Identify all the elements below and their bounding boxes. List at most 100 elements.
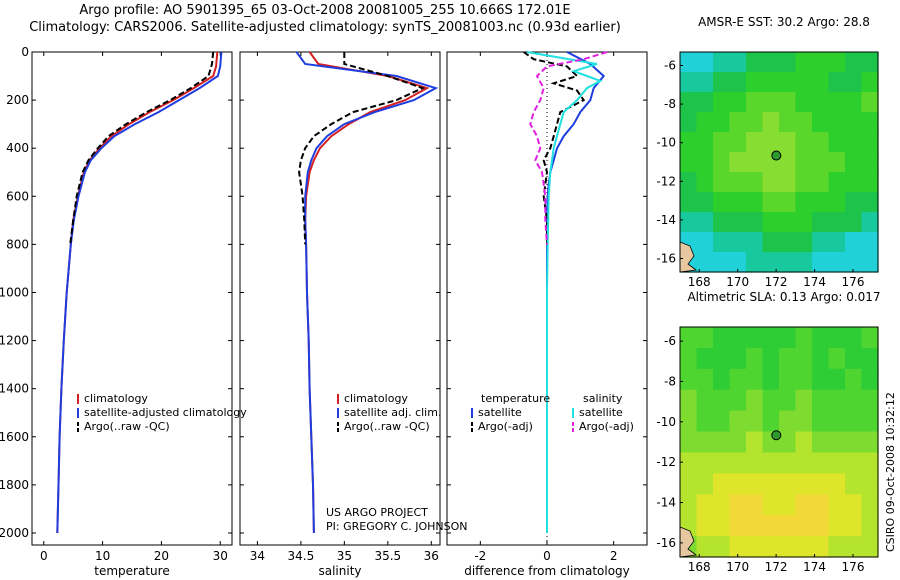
temperature-legend-2-label: Argo(..raw -QC) — [84, 420, 170, 433]
sla-map-cell — [713, 431, 731, 453]
sla-map-cell — [680, 473, 698, 495]
temperature-profile-xtick-label: 10 — [95, 549, 110, 563]
sst-map-cell — [845, 132, 863, 153]
temperature-profile-ytick-label: 600 — [6, 189, 29, 203]
sst-map-cell — [696, 192, 714, 213]
sla-map-cell — [696, 327, 714, 349]
sla-map-cell — [713, 327, 731, 349]
sla-map-cell — [729, 368, 747, 391]
sla-map-cell — [762, 347, 780, 370]
sst-map-cell — [746, 72, 764, 93]
sla-map-cell — [845, 327, 863, 349]
sla-map-cell — [861, 494, 879, 516]
sst-map-cell — [828, 192, 846, 213]
temperature-profile-xlabel: temperature — [94, 564, 169, 578]
sla-map-cell — [729, 431, 747, 453]
sst-map-ytick-label: -6 — [664, 59, 676, 73]
sst-map-cell — [845, 152, 863, 173]
sst-map-cell — [729, 232, 747, 253]
sla-map-cell — [828, 431, 846, 453]
sla-map-cell — [812, 327, 830, 349]
sla-map-cell — [812, 536, 830, 558]
sla-map-cell — [762, 473, 780, 495]
sla-map-cell — [713, 473, 731, 495]
sla-map-cell — [746, 327, 764, 349]
difference-profile-xlabel: difference from climatology — [464, 564, 630, 578]
difference-profile-xtick-label: 0 — [543, 549, 551, 563]
sla-map-cell — [696, 536, 714, 558]
sla-map-title: Altimetric SLA: 0.13 Argo: 0.017 — [687, 290, 880, 304]
sst-map-cell — [729, 252, 747, 273]
sla-map-cell — [729, 347, 747, 370]
sla-map-cell — [828, 515, 846, 537]
sst-map-xtick-label: 170 — [726, 275, 749, 289]
sla-map-cell — [713, 389, 731, 412]
sst-map-cell — [762, 112, 780, 133]
sst-map-cell — [779, 172, 797, 193]
sst-map-xtick-label: 174 — [803, 275, 826, 289]
sla-map-ytick-label: -6 — [664, 334, 676, 348]
sst-map-xtick-label: 172 — [765, 275, 788, 289]
difference-profile-series-salinity-argo-adj- — [529, 51, 608, 245]
sst-map-cell — [779, 112, 797, 133]
sla-map-cell — [729, 536, 747, 558]
sst-map-cell — [713, 172, 731, 193]
sla-map-cell — [746, 536, 764, 558]
sla-map-cell — [812, 452, 830, 474]
sst-map-cell — [746, 52, 764, 73]
sla-map-cell — [680, 389, 698, 412]
chart-title-line2: Climatology: CARS2006. Satellite-adjuste… — [29, 20, 621, 35]
sst-map-cell — [779, 192, 797, 213]
sst-map-cell — [696, 232, 714, 253]
sst-map-cell — [696, 132, 714, 153]
sst-map-cell — [729, 212, 747, 233]
sla-map-cell — [696, 410, 714, 433]
sst-map-cell — [696, 112, 714, 133]
sla-map-cell — [795, 536, 813, 558]
sst-map-cell — [729, 112, 747, 133]
sla-map-cell — [762, 494, 780, 516]
sla-map-xtick-label: 170 — [726, 560, 749, 574]
sst-map-cell — [680, 192, 698, 213]
sst-map-frame — [679, 51, 879, 273]
salinity-profile-xtick-label: 34.5 — [288, 549, 315, 563]
sst-map-cell — [861, 92, 879, 113]
sst-map-cell — [680, 72, 698, 93]
sla-map-cell — [779, 452, 797, 474]
sla-map-cell — [795, 368, 813, 391]
salinity-legend-0-label: climatology — [344, 392, 408, 405]
sla-map-cell — [812, 473, 830, 495]
sst-map-cell — [828, 92, 846, 113]
sst-map-cell — [779, 252, 797, 273]
sla-map-cell — [861, 515, 879, 537]
sst-map-ytick-label: -16 — [656, 251, 676, 265]
diff-legend-sal-argo-label: Argo(-adj) — [579, 420, 634, 433]
sst-map-cell — [845, 72, 863, 93]
sla-map-ytick-label: -16 — [656, 536, 676, 550]
sst-map-cell — [845, 92, 863, 113]
diff-legend-sal-satellite-label: satellite — [579, 406, 623, 419]
sst-map-cell — [828, 172, 846, 193]
sla-map-cell — [795, 452, 813, 474]
sla-map-cell — [861, 389, 879, 412]
sst-map-cell — [713, 132, 731, 153]
panel-frames — [31, 51, 648, 546]
sla-map-cell — [861, 368, 879, 391]
sla-map-cell — [779, 368, 797, 391]
temperature-profile-xtick-label: 0 — [40, 549, 48, 563]
sst-map-cell — [762, 132, 780, 153]
salinity-profile-xtick-label: 35 — [337, 549, 352, 563]
sst-map-cell — [713, 232, 731, 253]
sst-map-cell — [812, 112, 830, 133]
sla-map-xtick-label: 172 — [765, 560, 788, 574]
sst-map-cell — [746, 172, 764, 193]
sla-map-cell — [762, 452, 780, 474]
sst-map-title: AMSR-E SST: 30.2 Argo: 28.8 — [698, 15, 870, 29]
sla-map-cell — [828, 389, 846, 412]
sla-map-cell — [713, 536, 731, 558]
sla-map-cell — [779, 515, 797, 537]
temperature-profile-series-climatology — [56, 51, 219, 534]
sla-map-cell — [746, 494, 764, 516]
sst-map-cell — [779, 212, 797, 233]
sst-map-cell — [729, 192, 747, 213]
